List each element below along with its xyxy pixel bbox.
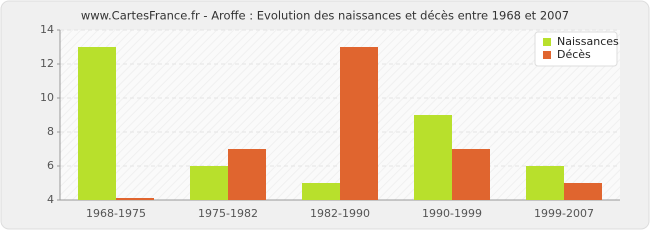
x-tick-label: 1990-1999: [422, 207, 482, 220]
chart-title: www.CartesFrance.fr - Aroffe : Evolution…: [81, 9, 569, 23]
bar: [116, 198, 154, 200]
y-tick-label: 12: [40, 57, 54, 70]
bar: [190, 166, 228, 200]
y-tick-label: 6: [47, 159, 54, 172]
bar: [452, 149, 490, 200]
legend-label: Décès: [557, 48, 591, 61]
y-tick-label: 4: [47, 193, 54, 206]
y-tick-label: 8: [47, 125, 54, 138]
bar: [526, 166, 564, 200]
x-tick-label: 1999-2007: [534, 207, 594, 220]
y-tick-label: 10: [40, 91, 54, 104]
bar: [228, 149, 266, 200]
legend-label: Naissances: [557, 35, 619, 48]
legend-swatch: [543, 51, 551, 59]
chart: www.CartesFrance.fr - Aroffe : Evolution…: [0, 0, 650, 230]
x-tick-label: 1968-1975: [86, 207, 146, 220]
legend-box: [534, 31, 618, 67]
bar: [78, 47, 116, 200]
bar: [414, 115, 452, 200]
legend-swatch: [543, 38, 551, 46]
x-tick-label: 1982-1990: [310, 207, 370, 220]
bar: [340, 47, 378, 200]
y-tick-label: 14: [40, 23, 54, 36]
bar: [564, 183, 602, 200]
bar: [302, 183, 340, 200]
x-tick-label: 1975-1982: [198, 207, 258, 220]
